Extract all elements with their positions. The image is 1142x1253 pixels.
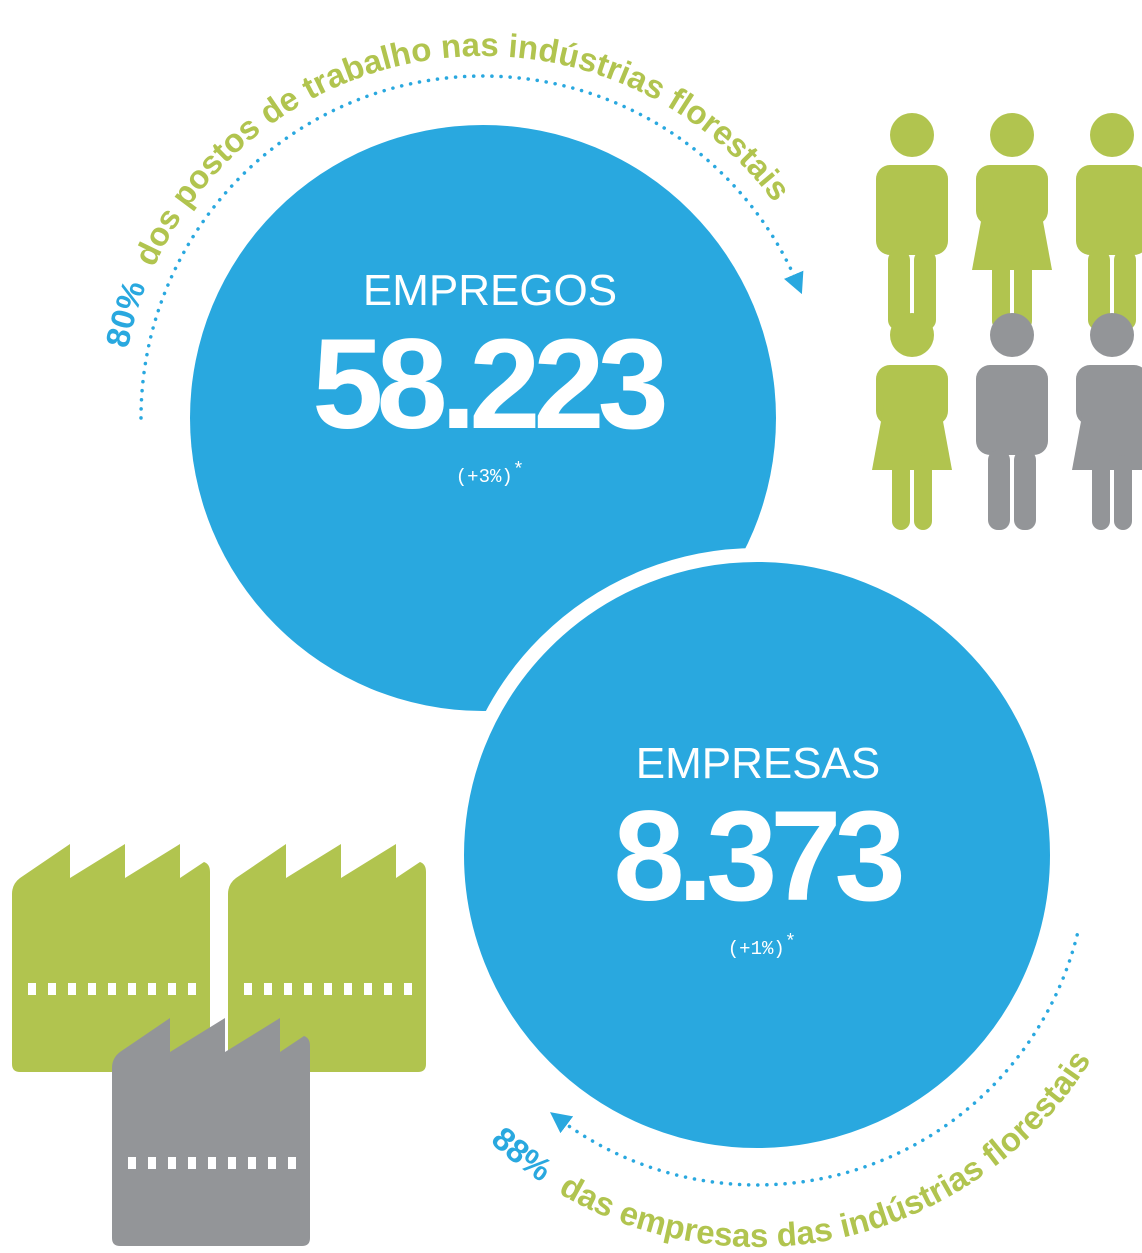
person-icon — [876, 113, 948, 330]
dotted-arrow — [139, 74, 804, 420]
companies-value: 8.373 — [613, 785, 901, 928]
jobs-share: 80% — [98, 276, 152, 351]
person-icon — [872, 313, 952, 530]
jobs-value: 58.223 — [312, 313, 664, 456]
person-icon — [1072, 313, 1142, 530]
jobs-change: (+3%) — [456, 466, 513, 488]
factory-icons — [12, 844, 426, 1246]
companies-circle — [450, 548, 1064, 1162]
companies-label: EMPRESAS — [636, 739, 881, 788]
jobs-label: EMPREGOS — [363, 266, 617, 315]
dotted-arrow — [550, 933, 1079, 1187]
factory-icon — [12, 844, 210, 1072]
people-icons — [872, 113, 1142, 530]
jobs-change-line: (+3%)* — [456, 459, 524, 488]
companies-share: 88% — [485, 1119, 559, 1188]
jobs-note: * — [513, 459, 524, 481]
person-icon — [1076, 113, 1142, 330]
person-icon — [976, 313, 1048, 530]
factory-icon — [112, 1018, 310, 1246]
companies-note: * — [785, 931, 796, 953]
companies-change: (+1%) — [728, 938, 785, 960]
person-icon — [972, 113, 1052, 330]
companies-change-line: (+1%)* — [728, 931, 796, 960]
jobs-circle — [190, 125, 776, 711]
